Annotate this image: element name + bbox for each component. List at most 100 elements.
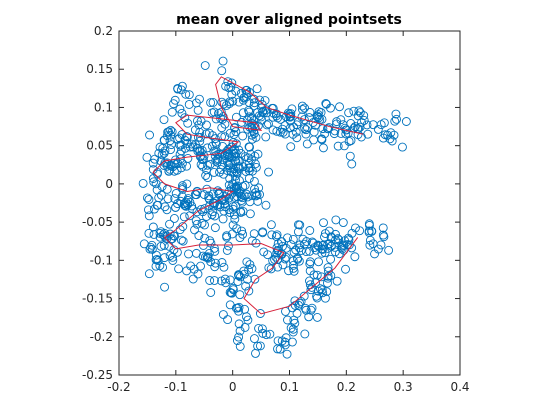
scatter-point [384,245,394,255]
scatter-point [262,120,272,130]
scatter-point [262,108,272,118]
scatter-point [341,264,350,274]
scatter-point [206,257,216,267]
scatter-point [144,228,154,238]
scatter-point [344,235,354,245]
scatter-point [159,115,169,125]
scatter-point [230,214,240,224]
scatter-point [242,257,252,267]
scatter-point [187,139,197,149]
scatter-point [215,200,225,210]
y-tick-label: -0.05 [82,215,113,229]
scatter-point [190,125,200,135]
scatter-point [318,241,328,251]
scatter-point [176,235,186,245]
scatter-point [293,220,303,230]
scatter-point [223,315,233,325]
scatter-point [149,204,159,214]
scatter-point [326,254,336,264]
x-tick-label: -0.1 [164,380,187,394]
scatter-point [376,120,386,130]
scatter-point [244,142,254,152]
scatter-point [346,136,356,146]
scatter-point [203,160,213,170]
scatter-point [249,116,259,126]
scatter-point [232,168,242,178]
scatter-point [260,96,270,105]
scatter-point [256,112,266,122]
scatter-point [198,207,208,217]
scatter-point [163,194,173,204]
scatter-point [314,113,324,123]
scatter-point [293,227,303,237]
scatter-point [162,184,172,194]
scatter-point [218,56,228,66]
scatter-point [251,348,260,358]
scatter-point [249,120,259,130]
scatter-point [225,300,235,310]
scatter-point [284,109,294,119]
scatter-point [343,233,353,243]
scatter-point [300,123,310,133]
scatter-point [330,242,340,252]
scatter-point [173,84,183,94]
scatter-point [229,130,239,139]
scatter-point [362,120,372,130]
scatter-point [180,113,190,123]
scatter-point [238,131,248,141]
scatter-point [251,188,261,198]
scatter-point [219,169,229,179]
scatter-point [211,258,220,268]
scatter-point [275,127,285,137]
scatter-point [154,148,164,158]
scatter-point [265,329,275,339]
scatter-point [252,84,262,94]
scatter-point [209,107,219,117]
scatter-point [391,109,401,119]
scatter-point [261,200,271,210]
scatter-point [390,116,400,126]
scatter-point [339,240,349,250]
scatter-point [383,130,393,140]
scatter-point [264,167,274,177]
scatter-point [306,305,316,315]
scatter-point [257,324,267,334]
y-tick-label: 0.15 [86,62,113,76]
scatter-point [302,139,312,149]
x-tick-label: 0.2 [337,380,356,394]
scatter-point [301,247,311,257]
scatter-point [231,303,241,313]
scatter-point [249,176,259,186]
scatter-point [219,99,229,109]
x-tick-label: -0.2 [107,380,130,394]
scatter-point [333,141,343,151]
scatter-point [225,208,235,217]
scatter-point [225,275,235,285]
scatter-point [160,135,169,145]
scatter-point [304,312,314,322]
scatter-point [212,157,222,167]
scatter-point [370,249,379,259]
scatter-point [244,265,254,275]
scatter-point [298,104,307,114]
scatter-point [171,159,181,169]
scatter-point [182,161,192,171]
scatter-point [299,291,309,301]
scatter-point [275,344,285,354]
scatter-point [306,285,316,295]
scatter-point [222,100,231,110]
scatter-point [332,117,342,127]
scatter-point [232,336,242,346]
scatter-point [253,149,263,159]
scatter-point [311,120,320,130]
mean-pointset-line [152,76,364,315]
scatter-point [171,202,181,212]
scatter-point [305,246,315,256]
scatter-point [227,229,237,239]
scatter-point [305,259,315,269]
scatter-point [284,266,293,276]
scatter-point [180,135,190,145]
scatter-point [244,173,254,183]
scatter-point [283,315,292,325]
